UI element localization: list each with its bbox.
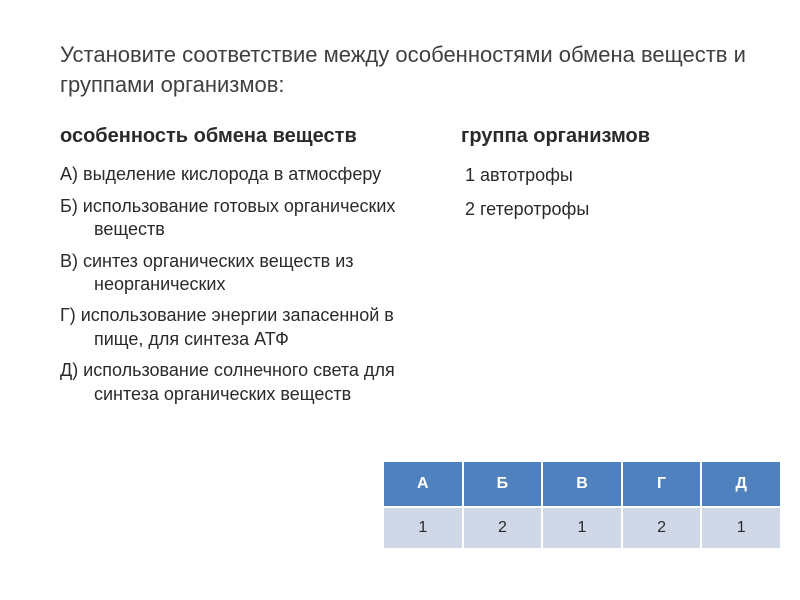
table-data-cell: 1 — [383, 507, 463, 549]
table-data-cell: 1 — [701, 507, 781, 549]
column-left: особенность обмена веществ А) выделение … — [60, 123, 429, 414]
slide-container: Установите соответствие между особенност… — [0, 0, 800, 600]
table-header-cell: А — [383, 461, 463, 507]
right-item: 1 автотрофы — [461, 163, 760, 188]
content-columns: особенность обмена веществ А) выделение … — [60, 123, 760, 414]
table-data-row: 1 2 1 2 1 — [383, 507, 781, 549]
table-data-cell: 2 — [463, 507, 543, 549]
table-header-cell: Б — [463, 461, 543, 507]
slide-title: Установите соответствие между особенност… — [60, 40, 760, 99]
left-item: Б) использование готовых органических ве… — [60, 195, 429, 242]
left-item: А) выделение кислорода в атмосферу — [60, 163, 429, 186]
left-item: В) синтез органических веществ из неорга… — [60, 250, 429, 297]
right-heading: группа организмов — [461, 123, 760, 149]
table-data-cell: 2 — [622, 507, 702, 549]
table-header-cell: Д — [701, 461, 781, 507]
left-heading: особенность обмена веществ — [60, 123, 429, 149]
answer-table: А Б В Г Д 1 2 1 2 1 — [382, 460, 782, 550]
table-header-cell: В — [542, 461, 622, 507]
left-item: Д) использование солнечного света для си… — [60, 359, 429, 406]
table-data-cell: 1 — [542, 507, 622, 549]
left-item: Г) использование энергии запасенной в пи… — [60, 304, 429, 351]
table-header-cell: Г — [622, 461, 702, 507]
table-header-row: А Б В Г Д — [383, 461, 781, 507]
right-item: 2 гетеротрофы — [461, 197, 760, 222]
column-right: группа организмов 1 автотрофы 2 гетеротр… — [461, 123, 760, 414]
